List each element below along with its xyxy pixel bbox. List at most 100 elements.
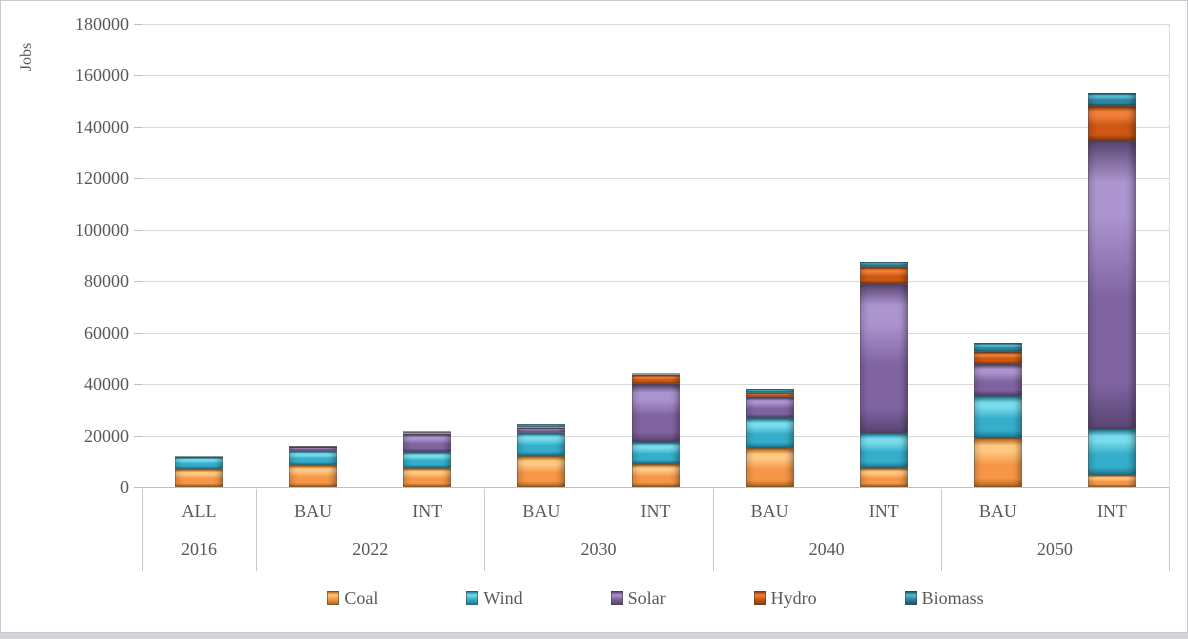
y-axis-tick bbox=[134, 332, 142, 334]
bar-segment-coal bbox=[403, 467, 452, 487]
legend-item-coal: Coal bbox=[327, 588, 378, 608]
y-axis-tick-label: 140000 bbox=[75, 116, 129, 137]
legend-label: Hydro bbox=[770, 588, 817, 608]
y-axis-tick bbox=[134, 126, 142, 128]
y-axis-tick bbox=[134, 281, 142, 283]
bar-segment-wind bbox=[289, 450, 338, 466]
bar-segment-biomass bbox=[289, 445, 338, 448]
bar-segment-wind bbox=[403, 452, 452, 468]
legend-item-hydro: Hydro bbox=[753, 588, 817, 608]
bar-segment-wind bbox=[745, 417, 794, 449]
y-axis-tick bbox=[134, 435, 142, 437]
y-axis-tick-label: 40000 bbox=[84, 374, 129, 395]
bar-segment-coal bbox=[175, 468, 224, 487]
gridline bbox=[142, 75, 1169, 77]
chart-legend: Coal Wind Solar Hydro Biomass bbox=[142, 583, 1169, 613]
x-axis-year-label: 2022 bbox=[352, 539, 389, 559]
bar-segment-wind bbox=[517, 432, 566, 457]
bar-segment-coal bbox=[973, 438, 1022, 487]
x-axis-scenario-label: INT bbox=[868, 501, 899, 521]
gridline bbox=[142, 229, 1169, 231]
x-axis-year-label: 2050 bbox=[1036, 539, 1073, 559]
x-axis-year-label: 2030 bbox=[580, 539, 617, 559]
bar-segment-biomass bbox=[973, 342, 1022, 352]
bar-segment-hydro bbox=[1087, 106, 1136, 142]
bar-segment-coal bbox=[289, 465, 338, 487]
bar-segment-hydro bbox=[631, 375, 680, 385]
bar-segment-hydro bbox=[973, 351, 1022, 364]
bar-segment-biomass bbox=[745, 389, 794, 394]
x-axis-scenario-label: INT bbox=[640, 501, 671, 521]
bar-segment-solar bbox=[859, 283, 908, 433]
x-axis-year-label: 2016 bbox=[181, 539, 218, 559]
bar-segment-coal bbox=[1087, 475, 1136, 487]
x-axis-scenario-label: BAU bbox=[294, 501, 333, 521]
bar-segment-biomass bbox=[631, 372, 680, 376]
x-axis-group-divider bbox=[256, 489, 258, 571]
bar-segment-solar bbox=[403, 434, 452, 453]
y-axis-tick bbox=[134, 229, 142, 231]
legend-swatch-wind-icon bbox=[466, 591, 479, 605]
x-axis-scenario-label: BAU bbox=[750, 501, 789, 521]
page-background-strip bbox=[0, 633, 1188, 639]
bar-segment-solar bbox=[517, 427, 566, 433]
y-axis-tick bbox=[134, 24, 142, 25]
legend-label: Biomass bbox=[921, 588, 984, 608]
y-axis-tick bbox=[134, 487, 142, 488]
bar-segment-solar bbox=[745, 396, 794, 418]
y-axis-tick-label: 20000 bbox=[84, 425, 129, 446]
bar-segment-hydro bbox=[175, 456, 224, 459]
legend-item-wind: Wind bbox=[466, 588, 523, 608]
bar-segment-biomass bbox=[517, 423, 566, 427]
gridline bbox=[142, 332, 1169, 334]
y-axis-tick-label: 160000 bbox=[75, 65, 129, 86]
x-axis-group-divider bbox=[940, 489, 942, 571]
legend-label: Wind bbox=[483, 588, 523, 608]
y-axis-tick-label: 60000 bbox=[84, 322, 129, 343]
x-axis-scenario-label: INT bbox=[1096, 501, 1127, 521]
bar-segment-solar bbox=[631, 384, 680, 442]
bar-segment-solar bbox=[973, 363, 1022, 396]
bar-segment-hydro bbox=[517, 426, 566, 429]
legend-swatch-biomass-icon bbox=[904, 591, 917, 605]
bar-segment-wind bbox=[973, 395, 1022, 439]
y-axis-tick-label: 100000 bbox=[75, 219, 129, 240]
x-axis-group-divider bbox=[484, 489, 486, 571]
legend-swatch-coal-icon bbox=[327, 591, 340, 605]
bar-segment-wind bbox=[859, 432, 908, 468]
y-axis-tick-label: 0 bbox=[120, 477, 129, 497]
x-axis-line bbox=[142, 487, 1169, 488]
x-axis-scenario-label: ALL bbox=[181, 501, 217, 521]
bar-segment-biomass bbox=[859, 261, 908, 268]
bar-segment-wind bbox=[175, 457, 224, 469]
y-axis-tick-label: 180000 bbox=[75, 14, 129, 34]
y-axis-tick-label: 80000 bbox=[84, 271, 129, 292]
bar-segment-coal bbox=[859, 467, 908, 487]
legend-item-biomass: Biomass bbox=[904, 588, 984, 608]
bar-segment-coal bbox=[517, 456, 566, 487]
x-axis-year-label: 2040 bbox=[808, 539, 845, 559]
gridline bbox=[142, 281, 1169, 283]
gridline bbox=[142, 24, 1169, 25]
x-axis-scenario-label: INT bbox=[412, 501, 443, 521]
gridline bbox=[142, 178, 1169, 180]
x-axis-group-divider bbox=[712, 489, 714, 571]
y-axis-tick bbox=[134, 384, 142, 386]
bar-segment-coal bbox=[631, 463, 680, 487]
legend-swatch-solar-icon bbox=[610, 591, 623, 605]
legend-label: Coal bbox=[344, 588, 379, 608]
bar-segment-wind bbox=[1087, 429, 1136, 476]
bar-segment-hydro bbox=[745, 393, 794, 397]
bar-segment-wind bbox=[631, 441, 680, 464]
legend-swatch-hydro-icon bbox=[753, 591, 766, 605]
gridline bbox=[142, 126, 1169, 128]
bar-segment-biomass bbox=[403, 430, 452, 433]
x-axis-scenario-label: BAU bbox=[978, 501, 1017, 521]
y-axis-tick-label: 120000 bbox=[75, 168, 129, 189]
y-axis-tick bbox=[134, 178, 142, 180]
bar-segment-biomass bbox=[1087, 93, 1136, 107]
bar-segment-solar bbox=[1087, 141, 1136, 430]
bar-segment-coal bbox=[745, 448, 794, 487]
